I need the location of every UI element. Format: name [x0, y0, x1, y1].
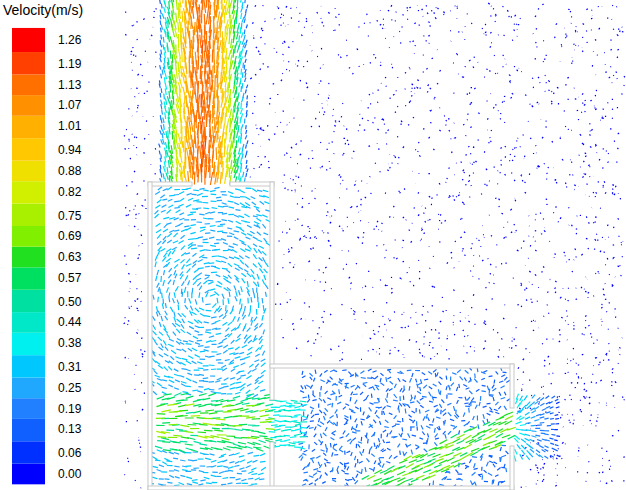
colorbar-tick-label: 0.44	[58, 315, 82, 329]
colorbar-tick-label: 0.31	[58, 360, 82, 374]
colorbar-tick-label: 0.38	[58, 336, 82, 350]
colorbar-tick-label: 0.25	[58, 381, 82, 395]
flow-field	[124, 0, 625, 490]
wall-edge	[272, 364, 512, 369]
colorbar-tick-label: 0.82	[58, 185, 82, 199]
colorbar-tick-label: 0.75	[58, 209, 82, 223]
colorbar: 0.00 0.06 0.13 0.19 0.25 0.31 0.38 0.44 0.50 0.57…	[12, 28, 82, 484]
colorbar-band	[12, 161, 45, 182]
colorbar-tick-label: 1.07	[58, 98, 82, 112]
flow-vectors	[159, 0, 559, 490]
flow-vectors	[156, 0, 268, 438]
wall-edge	[150, 182, 190, 187]
colorbar-band	[12, 441, 45, 463]
wall	[232, 183, 272, 186]
wall	[511, 448, 514, 488]
colorbar-tick-label: 0.57	[58, 271, 82, 285]
colorbar-band	[12, 333, 45, 355]
wall-edge	[150, 486, 512, 490]
colorbar-tick-label: 0.94	[58, 143, 82, 157]
colorbar-band	[12, 74, 45, 95]
wall	[271, 444, 274, 488]
wall	[149, 184, 152, 488]
colorbar-tick-label: 1.01	[58, 119, 82, 133]
wall-edge	[270, 444, 275, 488]
colorbar-band	[12, 181, 45, 203]
wall-edge	[232, 182, 272, 187]
wall	[150, 183, 190, 186]
colorbar-tick-label: 0.13	[58, 422, 82, 436]
colorbar-tick-label: 0.50	[58, 295, 82, 309]
title: Velocity(m/s)	[3, 2, 83, 18]
colorbar-tick-label: 1.26	[58, 33, 82, 47]
wall	[272, 365, 512, 368]
colorbar-band	[12, 95, 45, 116]
colorbar-tick-label: 1.13	[58, 78, 82, 92]
colorbar-tick-label: 1.19	[58, 57, 82, 71]
colorbar-tick-label: 0.00	[58, 467, 82, 481]
wall	[150, 487, 512, 490]
colorbar-band	[12, 355, 45, 377]
colorbar-band	[12, 419, 45, 441]
colorbar-band	[12, 204, 45, 226]
colorbar-band	[12, 247, 45, 268]
wall-edge	[510, 448, 515, 488]
flow-vectors	[191, 0, 215, 185]
colorbar-band	[12, 464, 45, 485]
colorbar-band	[12, 52, 45, 74]
colorbar-band	[12, 226, 45, 247]
colorbar-band	[12, 312, 45, 333]
wall-edge	[148, 184, 153, 488]
colorbar-tick-label: 0.69	[58, 229, 82, 243]
wall-edge	[510, 366, 515, 406]
flow-vectors	[148, 2, 531, 487]
colorbar-tick-label: 0.63	[58, 250, 82, 264]
walls	[150, 184, 512, 488]
flow-vectors	[201, 40, 206, 172]
flow-vectors	[554, 402, 560, 457]
figure: Velocity(m/s) 0.00 0.06 0.13 0.19 0.25 0.31 0.3…	[0, 0, 626, 490]
colorbar-band	[12, 290, 45, 312]
colorbar-band	[12, 116, 45, 138]
colorbar-band	[12, 378, 45, 399]
colorbar-tick-label: 0.19	[58, 402, 82, 416]
wall	[511, 366, 514, 406]
colorbar-band	[12, 267, 45, 289]
colorbar-tick-label: 0.06	[58, 446, 82, 460]
colorbar-band	[12, 398, 45, 419]
colorbar-band	[12, 138, 45, 160]
colorbar-tick-label: 0.88	[58, 164, 82, 178]
colorbar-band	[12, 28, 45, 52]
